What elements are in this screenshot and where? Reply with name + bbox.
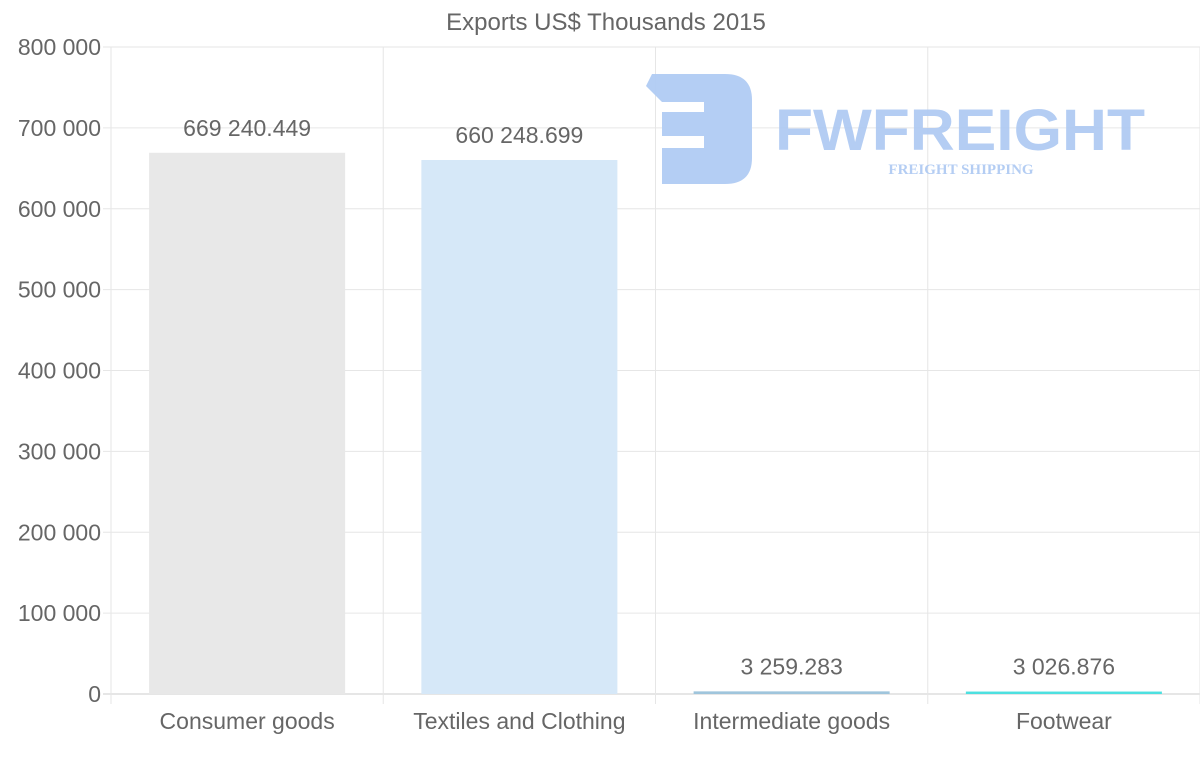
- y-tick-label: 800 000: [18, 34, 101, 60]
- bar[interactable]: [421, 160, 618, 694]
- x-axis: Consumer goods Textiles and Clothing Inter…: [160, 708, 1113, 734]
- y-tick-label: 500 000: [18, 277, 101, 303]
- y-tick-label: 700 000: [18, 115, 101, 141]
- logo-mark-icon: [646, 74, 752, 184]
- x-tick-label: Intermediate goods: [693, 708, 890, 734]
- data-label: 3 259.283: [740, 653, 842, 679]
- data-label: 3 026.876: [1013, 654, 1115, 680]
- y-tick-label: 600 000: [18, 196, 101, 222]
- y-tick-label: 200 000: [18, 519, 101, 545]
- data-label: 669 240.449: [183, 115, 311, 141]
- bar[interactable]: [149, 152, 346, 695]
- y-tick-label: 0: [88, 681, 101, 707]
- y-axis: 0 100 000 200 000 300 000 400 000 500 000 600 …: [18, 34, 101, 707]
- y-tick-label: 100 000: [18, 600, 101, 626]
- bars: 669 240.449 660 248.699 3 259.283 3 026.876: [149, 115, 1162, 695]
- chart-title: Exports US$ Thousands 2015: [446, 9, 766, 36]
- x-tick-label: Textiles and Clothing: [413, 708, 625, 734]
- watermark-brand: FWFREIGHT: [775, 98, 1145, 163]
- bar[interactable]: [693, 691, 890, 694]
- x-tick-label: Footwear: [1016, 708, 1112, 734]
- data-label: 660 248.699: [455, 122, 583, 148]
- watermark-logo: FWFREIGHT FREIGHT SHIPPING: [646, 74, 1145, 184]
- watermark-tagline: FREIGHT SHIPPING: [888, 162, 1033, 178]
- y-tick-label: 300 000: [18, 438, 101, 464]
- x-tick-label: Consumer goods: [160, 708, 335, 734]
- y-tick-label: 400 000: [18, 358, 101, 384]
- bar[interactable]: [965, 691, 1162, 694]
